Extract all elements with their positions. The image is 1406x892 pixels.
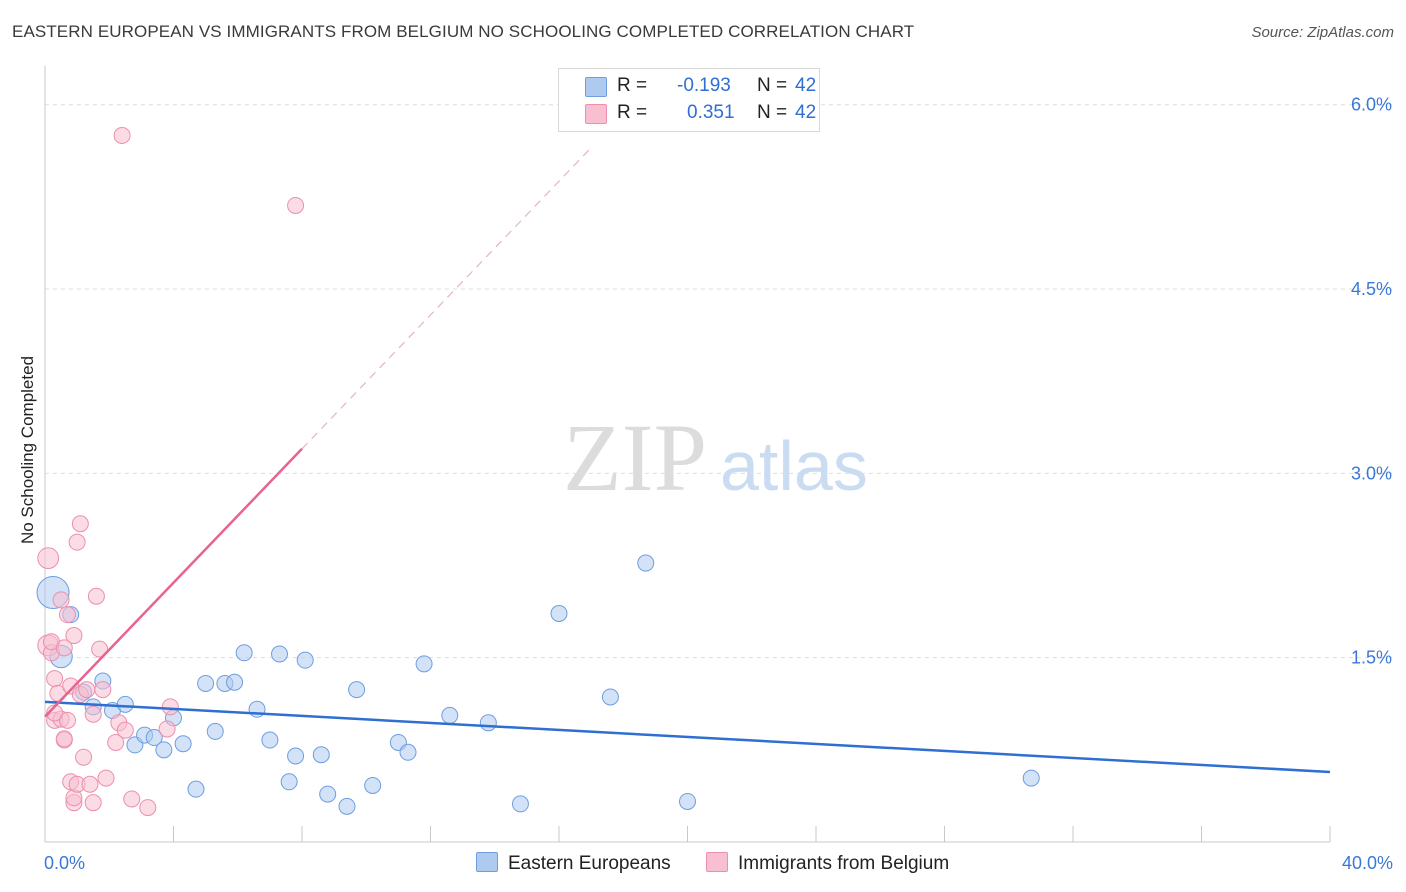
y-tick-label: 1.5% [1351, 648, 1392, 668]
eastern-european-point [1022, 769, 1040, 787]
belgium-immigrant-point [65, 627, 83, 645]
y-axis-label: No Schooling Completed [18, 355, 37, 545]
legend-r-value: 0.351 [687, 102, 735, 123]
belgium-immigrant-trend-extension [301, 147, 592, 450]
eastern-european-point [187, 780, 205, 798]
eastern-european-point [174, 735, 192, 753]
y-axis-label-wrap: No Schooling Completed [16, 150, 40, 750]
belgium-immigrant-point [161, 698, 179, 716]
eastern-european-point [226, 673, 244, 691]
legend-r-label: R = [617, 102, 648, 123]
legend-label-immigrants-belgium: Immigrants from Belgium [738, 853, 950, 874]
belgium-immigrant-point [84, 794, 102, 812]
legend-n-value: 42 [795, 75, 817, 96]
eastern-european-point [364, 776, 382, 794]
belgium-immigrant-point [75, 748, 93, 766]
eastern-european-point [441, 706, 459, 724]
belgium-immigrant-point [91, 640, 109, 658]
belgium-immigrant-point [58, 606, 76, 624]
eastern-european-point [116, 695, 134, 713]
x-tick-label-max: 40.0% [1342, 853, 1393, 873]
legend-swatch-pink [585, 104, 607, 124]
eastern-european-point [479, 714, 497, 732]
belgium-immigrant-trend-line [44, 447, 303, 718]
eastern-european-trend-line [44, 700, 1331, 774]
legend-r-label: R = [617, 75, 648, 96]
bottom-legend-eastern-europeans[interactable]: Eastern Europeans [476, 852, 671, 875]
eastern-european-point [399, 743, 417, 761]
eastern-european-point [415, 655, 433, 673]
y-tick-label: 6.0% [1351, 95, 1392, 115]
eastern-european-point [550, 604, 568, 622]
belgium-immigrant-point [68, 533, 86, 551]
belgium-immigrant-point [81, 775, 99, 793]
legend-swatch-pink [706, 852, 728, 872]
gridlines [45, 104, 1392, 659]
eastern-european-point [287, 747, 305, 765]
y-tick-label: 4.5% [1351, 279, 1392, 299]
eastern-european-point [338, 797, 356, 815]
eastern-european-point [679, 792, 696, 810]
legend-r-value: -0.193 [677, 75, 731, 96]
chart-title: EASTERN EUROPEAN VS IMMIGRANTS FROM BELG… [12, 22, 915, 41]
legend-n-label: N = [757, 102, 788, 123]
belgium-immigrant-point [58, 711, 76, 729]
eastern-european-point [637, 554, 655, 572]
bottom-legend-immigrants-belgium[interactable]: Immigrants from Belgium [706, 852, 949, 875]
belgium-immigrant-point [158, 720, 176, 738]
belgium-immigrant-point [78, 681, 96, 699]
belgium-immigrant-point [113, 126, 131, 144]
eastern-european-point [197, 674, 215, 692]
belgium-immigrant-point [55, 639, 73, 657]
eastern-european-point [511, 795, 529, 813]
tick-labels: 1.5% 3.0% 4.5% 6.0% 0.0% 40.0% [44, 95, 1393, 873]
belgium-immigrant-point [107, 733, 125, 751]
y-tick-label: 3.0% [1351, 463, 1392, 483]
source-label: Source: ZipAtlas.com [1251, 24, 1394, 41]
legend-n-label: N = [757, 75, 788, 96]
legend-label-eastern-europeans: Eastern Europeans [508, 853, 671, 874]
legend-swatch-blue [476, 852, 498, 872]
belgium-immigrant-point [55, 730, 73, 748]
belgium-immigrant-point [139, 799, 157, 817]
belgium-immigrant-point [71, 515, 89, 533]
belgium-immigrant-point [94, 681, 112, 699]
watermark: ZIP atlas [563, 404, 868, 511]
belgium-immigrant-point [97, 769, 115, 787]
eastern-european-point [348, 681, 366, 699]
eastern-european-point [145, 729, 163, 747]
belgium-immigrant-point [123, 790, 141, 808]
belgium-immigrant-point [37, 547, 60, 570]
eastern-european-point [601, 688, 619, 706]
axes [44, 66, 1331, 843]
watermark-zip: ZIP [563, 404, 707, 511]
trend-lines [44, 147, 1331, 774]
eastern-european-point [296, 651, 314, 669]
data-points [36, 126, 1040, 817]
belgium-immigrant-point [116, 721, 134, 739]
belgium-immigrant-point [84, 705, 102, 723]
eastern-european-point [319, 785, 337, 803]
eastern-european-point [271, 645, 289, 663]
belgium-immigrant-point [52, 591, 70, 609]
eastern-european-point [206, 722, 224, 740]
belgium-immigrant-point [87, 587, 105, 605]
watermark-atlas: atlas [720, 427, 868, 505]
belgium-immigrant-point [46, 670, 64, 688]
x-tick-label-min: 0.0% [44, 853, 85, 873]
eastern-european-point [261, 731, 279, 749]
correlation-legend: R = -0.193 N = 42 R = 0.351 N = 42 [558, 68, 820, 132]
eastern-european-point [235, 644, 253, 662]
eastern-european-point [312, 746, 330, 764]
legend-n-value: 42 [795, 102, 817, 123]
legend-swatch-blue [585, 77, 607, 97]
eastern-european-point [280, 773, 298, 791]
belgium-immigrant-point [287, 196, 305, 214]
eastern-european-point [155, 741, 173, 759]
